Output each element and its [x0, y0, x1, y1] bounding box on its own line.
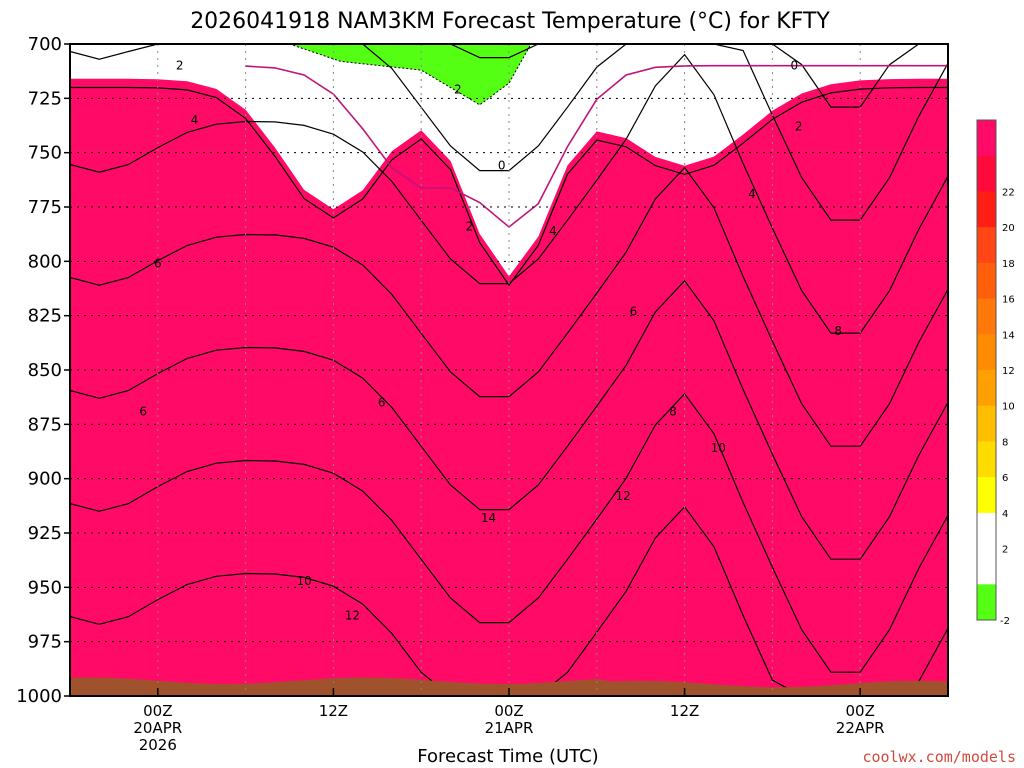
contour-label: 4: [549, 224, 557, 238]
y-tick-label: 900: [28, 469, 62, 490]
contour-label: 6: [154, 257, 162, 271]
contour-label: 8: [834, 324, 842, 338]
colorbar-bin: [977, 227, 996, 264]
x-tick-label: 12Z: [670, 702, 699, 720]
isotherm-line: [70, 44, 948, 108]
colorbar-tick-label: 2: [1002, 545, 1008, 556]
y-tick-label: 800: [28, 251, 62, 272]
plot-frame: [69, 43, 949, 697]
y-tick-label: 825: [28, 306, 62, 327]
x-tick-label: 22APR: [836, 719, 885, 737]
contour-label: 10: [711, 441, 726, 455]
contour-label: 2: [454, 83, 462, 97]
colorbar-bin: [977, 548, 996, 585]
colorbar-bin: [977, 334, 996, 371]
credit-text: coolwx.com/models: [862, 748, 1016, 766]
isotherm-line: [70, 86, 948, 287]
contour-label: 4: [191, 113, 199, 127]
contour-label: 12: [345, 609, 360, 623]
colorbar-bin: [977, 477, 996, 514]
near-freezing-band: [70, 44, 948, 277]
colorbar-bin: [977, 155, 996, 192]
y-tick-label: 950: [28, 577, 62, 598]
colorbar-bin: [977, 370, 996, 407]
x-tick-label: 00Z: [846, 702, 875, 720]
contour-label: 4: [748, 187, 756, 201]
colorbar-tick-label: 22: [1002, 187, 1015, 198]
subfreezing-pocket: [289, 44, 532, 106]
x-tick-label: 20APR: [133, 719, 182, 737]
x-tick-label: 00Z: [143, 702, 172, 720]
y-tick-label: 875: [28, 414, 62, 435]
x-tick-label: 2026: [139, 736, 177, 754]
contour-label: 2: [176, 59, 184, 73]
y-tick-label: 975: [28, 632, 62, 653]
colorbar-bin: [977, 191, 996, 228]
chart-title: 2026041918 NAM3KM Forecast Temperature (…: [190, 9, 830, 34]
colorbar-frame: [976, 119, 997, 621]
y-tick-label: 775: [28, 197, 62, 218]
colorbar-tick-label: 6: [1002, 473, 1008, 484]
contour-label: 2: [795, 120, 803, 134]
contour-label: 8: [669, 404, 677, 418]
colorbar-bin: [977, 120, 996, 157]
contour-label: 6: [139, 404, 147, 418]
contour-label: 6: [630, 304, 638, 318]
y-tick-label: 725: [28, 88, 62, 109]
contour-label: 14: [481, 511, 496, 525]
contour-label: 0: [498, 159, 506, 173]
colorbar-tick-label: 8: [1002, 437, 1008, 448]
colorbar-bin: [977, 262, 996, 300]
y-tick-label: 850: [28, 360, 62, 381]
contour-label: 12: [615, 489, 630, 503]
zero-isotherm-line: [245, 64, 948, 229]
colorbar-bin: [977, 405, 996, 442]
contour-label-layer: 2 4 6 6 2 0 2 4 6 6 0 2 4 8 8 10 12 14 10 12: [139, 59, 842, 623]
x-tick-label: 00Z: [494, 702, 523, 720]
isotherm-line: [70, 166, 948, 447]
colorbar-tick-label: 10: [1002, 402, 1015, 413]
y-axis: 700 725 750 775 800 825 850 875 900 925 950 975 1000: [16, 34, 70, 707]
colorbar-tick-label: 14: [1002, 330, 1015, 341]
contour-label: 2: [466, 220, 474, 234]
colorbar-bin: [977, 298, 996, 335]
colorbar-tick-label: 18: [1002, 259, 1015, 270]
colorbar-bin: [977, 512, 996, 550]
colorbar: 22 20 18 16 14 12 10 8 6 4 2 -2: [976, 119, 1015, 627]
colorbar-bin: [977, 584, 996, 621]
isotherm-line: [70, 505, 948, 696]
contour-label: 10: [296, 574, 311, 588]
y-tick-label: 925: [28, 523, 62, 544]
colorbar-tick-label: -2: [1000, 616, 1010, 627]
colorbar-tick-label: 4: [1002, 509, 1008, 520]
colorbar-bin: [977, 441, 996, 478]
contour-label: 0: [791, 59, 799, 73]
y-tick-label: 750: [28, 143, 62, 164]
x-tick-label: 21APR: [485, 719, 534, 737]
colorbar-tick-label: 20: [1002, 223, 1015, 234]
isotherm-line: [70, 392, 948, 673]
x-axis-label: Forecast Time (UTC): [417, 746, 598, 767]
x-tick-label: 12Z: [319, 702, 348, 720]
colorbar-tick-label: 16: [1002, 295, 1015, 306]
isotherm-line: [70, 279, 948, 560]
contour-label: 6: [378, 396, 386, 410]
y-tick-label: 1000: [16, 686, 62, 707]
ground-surface: [70, 677, 948, 696]
y-tick-label: 700: [28, 34, 62, 55]
colorbar-tick-label: 12: [1002, 366, 1015, 377]
